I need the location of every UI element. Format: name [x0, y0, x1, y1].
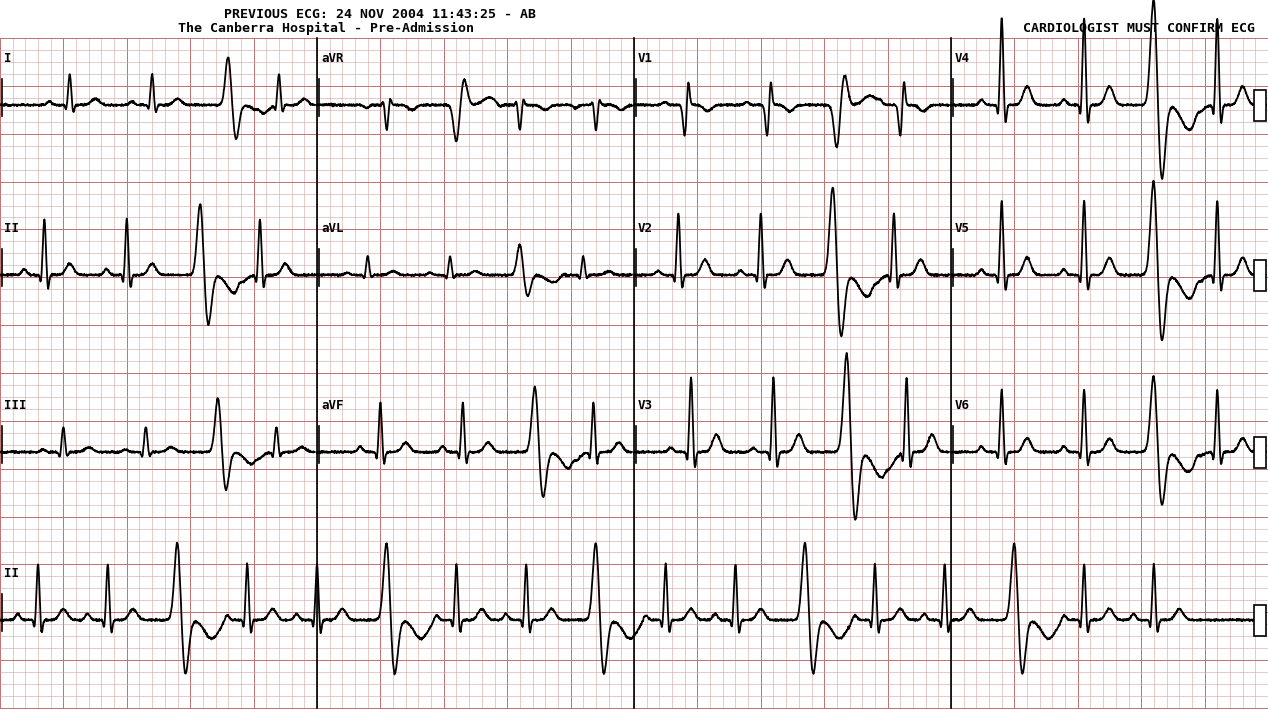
Text: II: II [4, 222, 19, 235]
Bar [1254, 437, 1265, 467]
Text: The Canberra Hospital - Pre-Admission: The Canberra Hospital - Pre-Admission [178, 22, 473, 35]
Text: aVR: aVR [321, 53, 344, 65]
Bar [1254, 604, 1265, 635]
Text: V3: V3 [638, 399, 653, 413]
Text: I: I [4, 53, 11, 65]
Text: V6: V6 [955, 399, 970, 413]
Text: III: III [4, 399, 27, 413]
Text: II: II [4, 567, 19, 580]
Text: V2: V2 [638, 222, 653, 235]
Text: aVL: aVL [321, 222, 344, 235]
Text: V4: V4 [955, 53, 970, 65]
Bar [1254, 259, 1265, 290]
Text: CARDIOLOGIST MUST CONFIRM ECG: CARDIOLOGIST MUST CONFIRM ECG [1023, 22, 1255, 35]
Text: V1: V1 [638, 53, 653, 65]
Text: PREVIOUS ECG: 24 NOV 2004 11:43:25 - AB: PREVIOUS ECG: 24 NOV 2004 11:43:25 - AB [224, 8, 536, 21]
Bar [1254, 89, 1265, 121]
Text: aVF: aVF [321, 399, 344, 413]
Text: V5: V5 [955, 222, 970, 235]
